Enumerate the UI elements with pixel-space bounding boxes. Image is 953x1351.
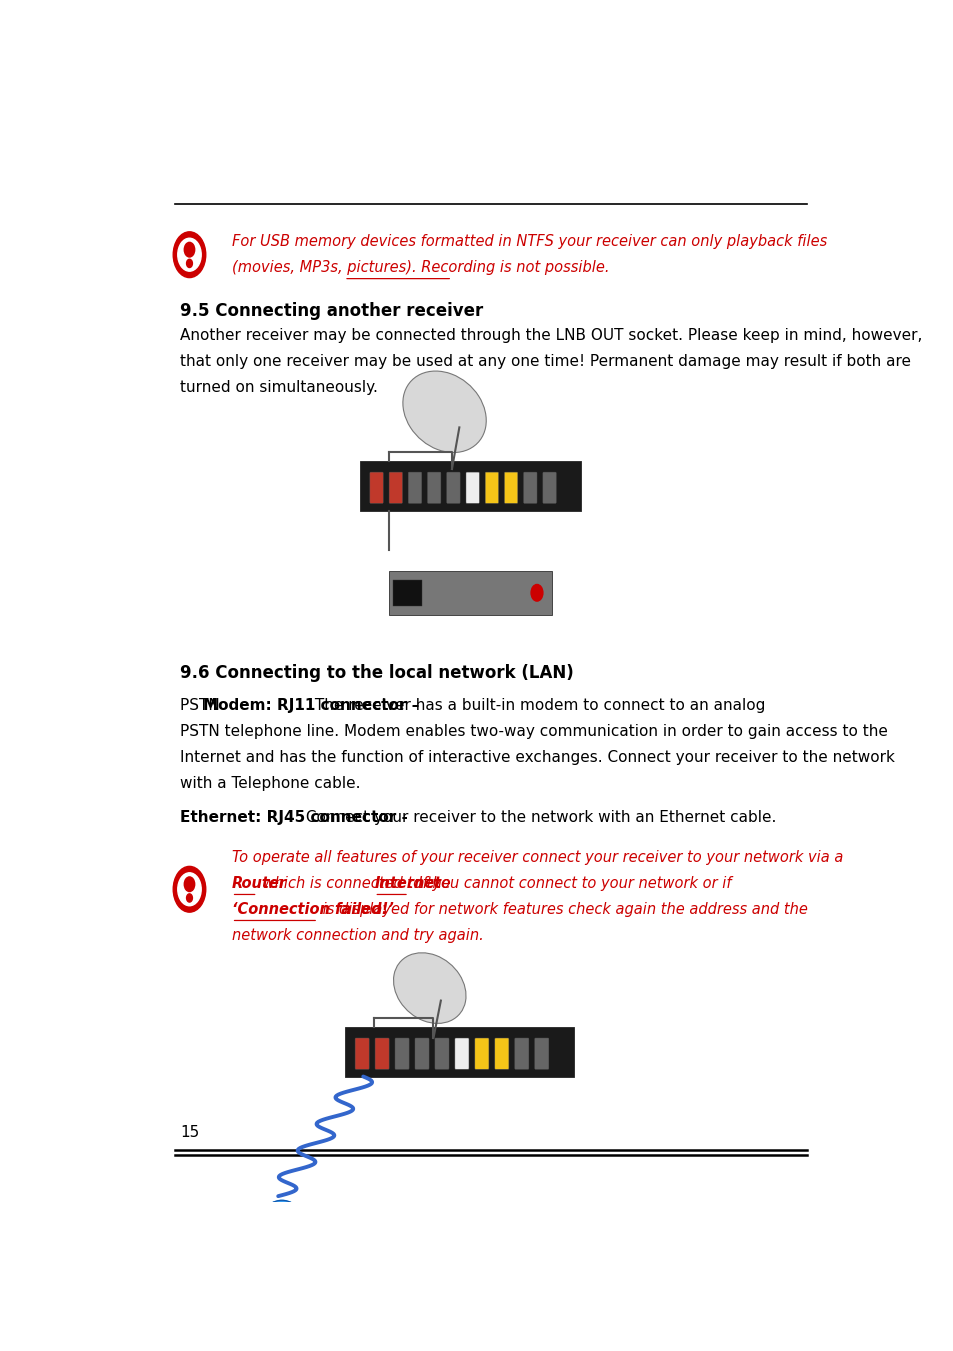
Text: . If you cannot connect to your network or if: . If you cannot connect to your network … bbox=[409, 875, 731, 890]
FancyBboxPatch shape bbox=[542, 471, 556, 504]
Text: with a Telephone cable.: with a Telephone cable. bbox=[180, 775, 360, 790]
Ellipse shape bbox=[265, 1215, 284, 1244]
Text: For USB memory devices formatted in NTFS your receiver can only playback files: For USB memory devices formatted in NTFS… bbox=[232, 234, 826, 249]
Text: ‘Connection failed!’: ‘Connection failed!’ bbox=[232, 901, 393, 917]
FancyBboxPatch shape bbox=[375, 1038, 389, 1069]
Text: Ethernet: RJ45 connector -: Ethernet: RJ45 connector - bbox=[180, 811, 407, 825]
Circle shape bbox=[177, 873, 201, 905]
Ellipse shape bbox=[402, 372, 486, 453]
Circle shape bbox=[253, 1200, 310, 1279]
Circle shape bbox=[173, 866, 206, 912]
FancyBboxPatch shape bbox=[455, 1038, 469, 1069]
Circle shape bbox=[177, 238, 201, 272]
FancyBboxPatch shape bbox=[495, 1038, 508, 1069]
Text: Modem: RJ11 connector –: Modem: RJ11 connector – bbox=[203, 698, 419, 713]
FancyBboxPatch shape bbox=[331, 1209, 373, 1256]
Text: 15: 15 bbox=[180, 1125, 199, 1140]
Ellipse shape bbox=[286, 1239, 299, 1262]
Ellipse shape bbox=[394, 952, 465, 1024]
FancyBboxPatch shape bbox=[465, 471, 478, 504]
FancyBboxPatch shape bbox=[535, 1038, 548, 1069]
FancyBboxPatch shape bbox=[515, 1038, 528, 1069]
FancyBboxPatch shape bbox=[427, 471, 440, 504]
FancyBboxPatch shape bbox=[523, 471, 537, 504]
Text: turned on simultaneously.: turned on simultaneously. bbox=[180, 380, 377, 394]
FancyBboxPatch shape bbox=[485, 471, 498, 504]
Text: Connect your receiver to the network with an Ethernet cable.: Connect your receiver to the network wit… bbox=[300, 811, 776, 825]
FancyBboxPatch shape bbox=[435, 1038, 449, 1069]
Text: PSTN: PSTN bbox=[180, 698, 224, 713]
FancyBboxPatch shape bbox=[395, 1038, 409, 1069]
Text: Internet: Internet bbox=[374, 875, 441, 890]
FancyBboxPatch shape bbox=[370, 471, 383, 504]
FancyBboxPatch shape bbox=[393, 581, 422, 607]
Text: that only one receiver may be used at any one time! Permanent damage may result : that only one receiver may be used at an… bbox=[180, 354, 910, 369]
Text: which is connected to the: which is connected to the bbox=[257, 875, 455, 890]
FancyBboxPatch shape bbox=[337, 1217, 366, 1248]
Text: Internet and has the function of interactive exchanges. Connect your receiver to: Internet and has the function of interac… bbox=[180, 750, 894, 765]
Circle shape bbox=[173, 232, 206, 277]
Circle shape bbox=[187, 259, 193, 267]
FancyBboxPatch shape bbox=[415, 1038, 429, 1069]
Circle shape bbox=[531, 585, 542, 601]
Circle shape bbox=[184, 242, 194, 257]
Text: To operate all features of your receiver connect your receiver to your network v: To operate all features of your receiver… bbox=[232, 850, 842, 865]
FancyBboxPatch shape bbox=[389, 471, 402, 504]
Text: (movies, MP3s, pictures). Recording is not possible.: (movies, MP3s, pictures). Recording is n… bbox=[232, 259, 609, 274]
Text: Another receiver may be connected through the LNB OUT socket. Please keep in min: Another receiver may be connected throug… bbox=[180, 327, 922, 343]
FancyBboxPatch shape bbox=[344, 1027, 574, 1077]
FancyBboxPatch shape bbox=[359, 461, 580, 511]
Text: The receiver has a built-in modem to connect to an analog: The receiver has a built-in modem to con… bbox=[310, 698, 765, 713]
Text: 9.5 Connecting another receiver: 9.5 Connecting another receiver bbox=[180, 301, 482, 320]
Circle shape bbox=[184, 877, 194, 892]
FancyBboxPatch shape bbox=[446, 471, 459, 504]
FancyBboxPatch shape bbox=[504, 471, 517, 504]
Circle shape bbox=[187, 894, 193, 902]
Text: PSTN telephone line. Modem enables two-way communication in order to gain access: PSTN telephone line. Modem enables two-w… bbox=[180, 724, 887, 739]
FancyBboxPatch shape bbox=[408, 471, 421, 504]
Text: 9.6 Connecting to the local network (LAN): 9.6 Connecting to the local network (LAN… bbox=[180, 663, 573, 681]
FancyBboxPatch shape bbox=[475, 1038, 488, 1069]
FancyBboxPatch shape bbox=[355, 1038, 369, 1069]
FancyBboxPatch shape bbox=[389, 571, 551, 615]
Text: network connection and try again.: network connection and try again. bbox=[232, 928, 483, 943]
Text: is displayed for network features check again the address and the: is displayed for network features check … bbox=[317, 901, 807, 917]
Text: Router: Router bbox=[232, 875, 286, 890]
